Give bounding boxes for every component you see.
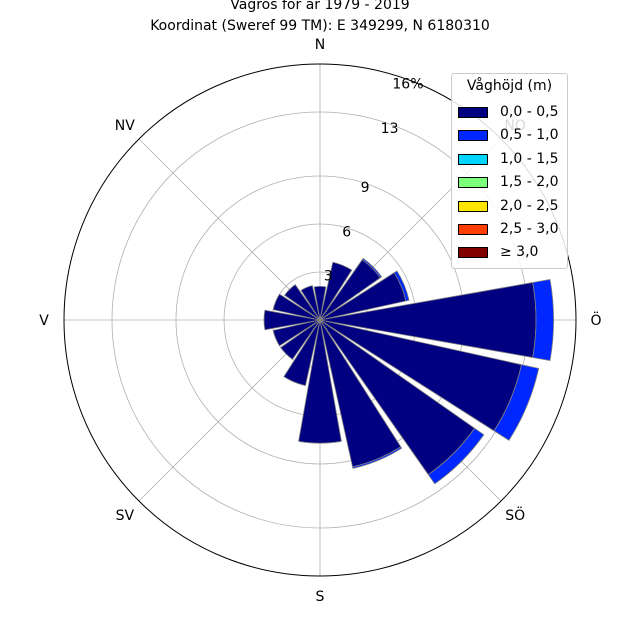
direction-label: V [39,313,49,329]
legend-swatch [458,130,488,142]
radial-tick-label: 9 [361,180,370,196]
rose-bar [283,319,321,387]
radial-tick-label: 16% [392,76,423,92]
rose-bar [284,284,321,321]
direction-label: N [315,37,325,53]
rose-bar [493,364,540,441]
rose-bar [361,257,383,279]
legend-label: 2,0 - 2,5 [500,197,559,214]
rose-bars [263,257,554,485]
direction-label: SÖ [505,506,525,524]
legend-label: 1,0 - 1,5 [500,150,559,167]
legend-swatch [458,247,488,259]
direction-label: Ö [590,311,601,329]
legend-label: 0,5 - 1,0 [500,127,559,144]
legend-title: Våghöjd (m) [466,78,553,94]
chart-title: Vågros för år 1979 - 2019 [230,0,410,13]
rose-bar [313,285,327,321]
rose-bar [393,270,410,302]
legend-swatch [458,153,488,165]
rose-bar [532,278,554,362]
rose-bar [352,446,403,469]
chart-subtitle: Koordinat (Sweref 99 TM): E 349299, N 61… [150,18,490,34]
radial-tick-label: 3 [324,269,333,285]
legend: Våghöjd (m) 0,0 - 0,5 0,5 - 1,0 1,0 - 1,5 1… [451,73,568,269]
legend-label: 2,5 - 3,0 [500,221,559,237]
legend-swatch [458,177,488,189]
direction-label: NV [115,118,135,134]
rose-bar [280,319,321,360]
rose-bar [427,427,485,485]
direction-label: SV [116,508,135,524]
radial-tick-label: 13 [381,121,399,137]
direction-label: S [316,589,325,605]
radial-tick-label: 6 [342,224,351,240]
legend-swatch [458,200,488,212]
rose-bar [272,319,321,347]
rose-bar [263,309,321,331]
legend-swatch [458,107,488,118]
legend-swatch [458,224,488,235]
rose-bar [272,293,321,321]
outer-ring [63,63,577,577]
legend-label: 1,5 - 2,0 [500,174,559,191]
rose-bar [300,285,321,321]
rose-bar [298,319,342,444]
legend-label: 0,0 - 0,5 [500,104,559,120]
rose-bar [319,261,353,321]
legend-label: ≥ 3,0 [500,244,539,261]
